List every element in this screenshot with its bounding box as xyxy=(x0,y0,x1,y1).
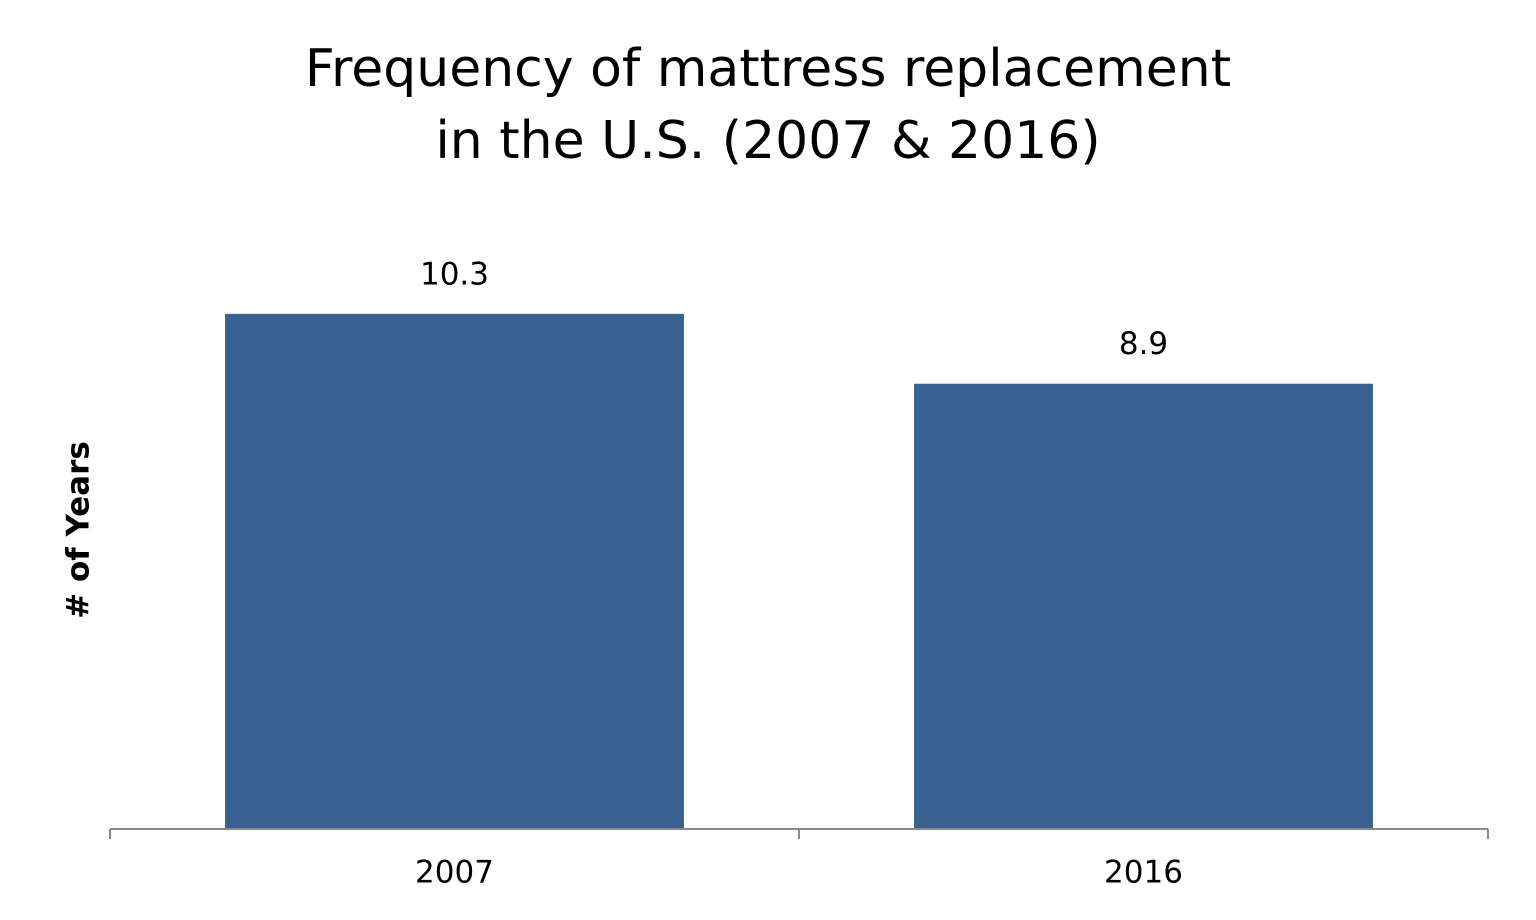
bar xyxy=(225,313,684,828)
chart-title: Frequency of mattress replacement xyxy=(305,39,1231,99)
x-tick-label: 2007 xyxy=(415,855,494,891)
data-label: 8.9 xyxy=(1119,326,1168,362)
bar xyxy=(914,383,1373,828)
y-axis-label: # of Years xyxy=(61,441,97,619)
x-tick-label: 2016 xyxy=(1104,855,1183,891)
chart-title: in the U.S. (2007 & 2016) xyxy=(435,111,1100,171)
data-label: 10.3 xyxy=(420,256,489,292)
